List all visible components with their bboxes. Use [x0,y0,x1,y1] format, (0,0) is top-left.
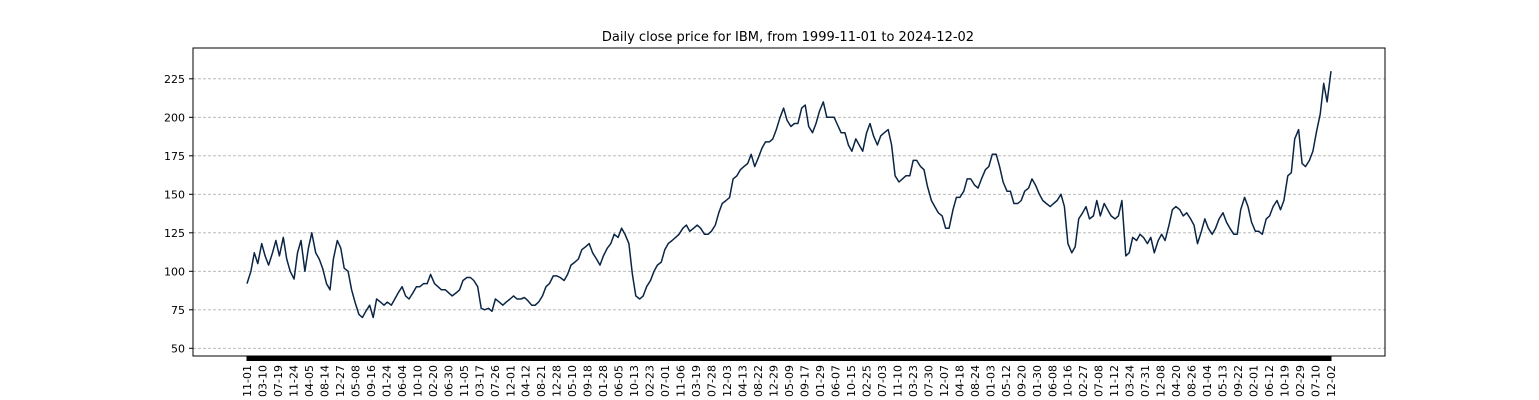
x-tick-label: 12-27 [334,365,347,397]
y-tick-label: 125 [164,227,185,240]
x-tick-label: 11-12 [1108,365,1121,397]
y-tick-label: 50 [171,342,185,355]
x-tick-label: 07-28 [706,365,719,397]
x-tick-label: 11-05 [458,365,471,397]
x-tick-label: 09-17 [798,365,811,397]
x-tick-label: 08-21 [535,365,548,397]
x-tick-label: 06-08 [1046,365,1059,397]
y-tick-label: 150 [164,188,185,201]
x-tick-label: 12-02 [1325,365,1338,397]
x-tick-label: 02-01 [1248,365,1261,397]
x-tick-label: 11-06 [675,365,688,397]
x-tick-label: 01-29 [814,365,827,397]
x-tick-band [247,356,1331,361]
x-tick-label: 10-13 [628,365,641,397]
x-tick-label: 04-20 [1170,365,1183,397]
x-tick-label: 05-08 [349,365,362,397]
x-tick-label: 08-22 [752,365,765,397]
x-tick-label: 12-29 [768,365,781,397]
x-tick-label: 04-12 [520,365,533,397]
x-tick-label: 03-24 [1124,365,1137,397]
x-tick-label: 05-09 [783,365,796,397]
series-line [246,71,1332,319]
x-tick-label: 08-24 [969,365,982,397]
x-tick-label: 07-26 [489,365,502,397]
x-tick-label: 01-28 [597,365,610,397]
x-tick-label: 07-30 [922,365,935,397]
x-tick-label: 01-04 [1201,365,1214,397]
x-tick-label: 05-12 [1000,365,1013,397]
x-tick-label: 02-27 [1077,365,1090,397]
x-tick-label: 06-04 [396,365,409,397]
x-tick-label: 06-07 [829,365,842,397]
x-tick-label: 02-29 [1294,365,1307,397]
x-tick-label: 09-20 [1015,365,1028,397]
x-tick-label: 01-03 [984,365,997,397]
x-tick-label: 09-22 [1232,365,1245,397]
x-tick-label: 06-05 [613,365,626,397]
grid-lines [193,78,1385,349]
x-tick-label: 02-20 [427,365,440,397]
x-tick-label: 12-28 [551,365,564,397]
x-tick-label: 01-24 [380,365,393,397]
x-tick-label: 03-10 [256,365,269,397]
x-tick-label: 07-10 [1310,365,1323,397]
x-tick-label: 12-08 [1155,365,1168,397]
chart-title: Daily close price for IBM, from 1999-11-… [602,30,974,45]
y-tick-label: 75 [171,304,185,317]
y-axis: 50 75 100 125 150 175 200 225 [164,73,193,355]
x-tick-label: 06-12 [1263,365,1276,397]
x-tick-label: 07-31 [1139,365,1152,397]
x-tick-label: 10-15 [845,365,858,397]
x-tick-label: 07-03 [876,365,889,397]
x-tick-label: 07-19 [272,365,285,397]
x-tick-label: 02-23 [644,365,657,397]
x-tick-label: 02-25 [860,365,873,397]
x-tick-label: 04-13 [737,365,750,397]
x-tick-label: 11-10 [891,365,904,397]
x-tick-label: 12-03 [721,365,734,397]
x-tick-label: 12-01 [504,365,517,397]
x-tick-label: 04-18 [953,365,966,397]
x-tick-label: 06-30 [442,365,455,397]
x-tick-label: 07-01 [659,365,672,397]
x-tick-label: 01-30 [1031,365,1044,397]
x-tick-label: 03-17 [473,365,486,397]
x-tick-label: 10-19 [1279,365,1292,397]
x-tick-label: 05-10 [566,365,579,397]
x-tick-label: 03-23 [907,365,920,397]
x-tick-label: 10-10 [411,365,424,397]
x-tick-label: 11-01 [241,365,254,397]
x-tick-label: 09-18 [582,365,595,397]
x-tick-label: 03-19 [690,365,703,397]
x-tick-label: 12-07 [938,365,951,397]
series-layer [246,71,1332,319]
x-tick-label: 08-26 [1186,365,1199,397]
x-tick-label: 09-16 [365,365,378,397]
x-tick-label: 08-14 [318,365,331,397]
x-tick-label: 11-24 [287,365,300,397]
x-tick-label: 05-13 [1217,365,1230,397]
y-tick-label: 225 [164,73,185,86]
y-tick-label: 100 [164,265,185,278]
x-tick-label: 10-16 [1062,365,1075,397]
y-tick-label: 200 [164,111,185,124]
x-tick-label: 07-08 [1093,365,1106,397]
x-tick-label: 04-05 [303,365,316,397]
y-tick-label: 175 [164,150,185,163]
x-axis: 11-01 03-10 07-19 11-24 04-05 08-14 12-27 05-08… [241,356,1338,397]
